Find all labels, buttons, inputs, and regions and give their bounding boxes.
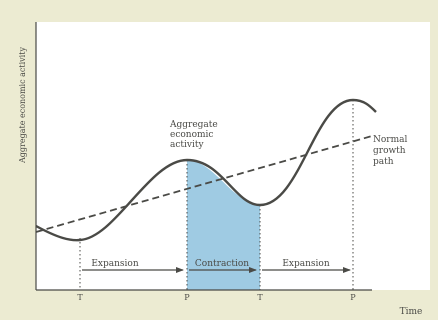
- tick-label: T: [77, 293, 83, 302]
- trend-label: Normal growth path: [373, 135, 410, 167]
- economic-activity-curve: [35, 98, 377, 242]
- normal-growth-path: [35, 135, 373, 233]
- phase-label: Expansion: [282, 259, 329, 269]
- phase-label: Expansion: [91, 259, 138, 269]
- y-axis-label: Aggregate economic activity: [18, 47, 27, 164]
- phase-label: Contraction: [195, 259, 249, 269]
- x-axis-label: Time: [400, 307, 423, 317]
- tick-label: T: [257, 293, 263, 302]
- tick-label: P: [350, 293, 356, 302]
- contraction-region: [187, 160, 260, 290]
- curve-label: Aggregate economic activity: [169, 120, 221, 150]
- tick-label: P: [184, 293, 190, 302]
